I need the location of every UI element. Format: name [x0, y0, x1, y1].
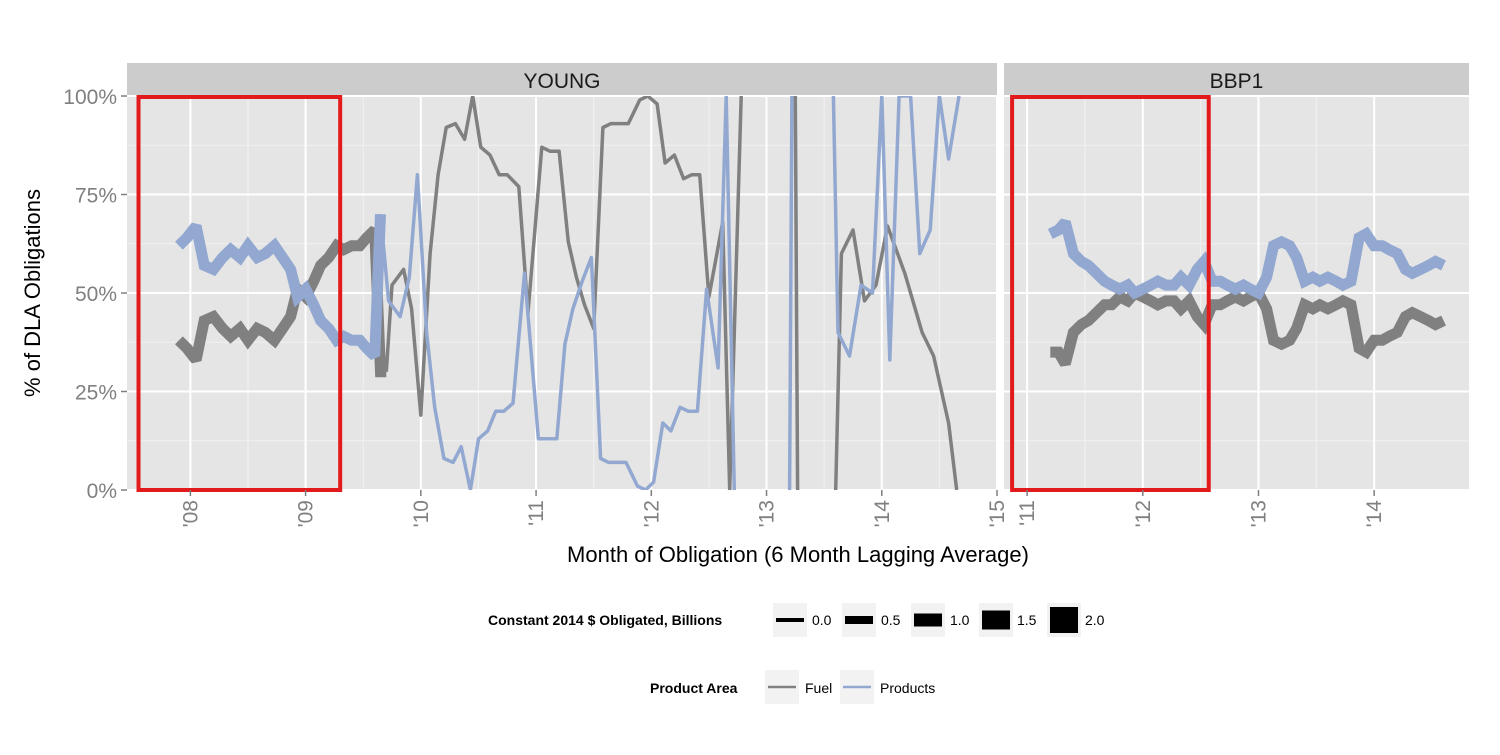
y-axis-title: % of DLA Obligations: [20, 189, 45, 397]
x-tick-label: '14: [1363, 500, 1386, 528]
x-tick-label: '13: [1247, 500, 1270, 527]
legend-size-label: 0.0: [812, 612, 832, 628]
y-tick-label: 100%: [63, 86, 117, 109]
series-fuel-line: [793, 96, 800, 490]
legend-size-label: 1.0: [950, 612, 970, 628]
series-products-line: [378, 96, 737, 490]
highlight-box: [1010, 95, 1211, 492]
legend-size: Constant 2014 $ Obligated, Billions 0.0 0.…: [488, 603, 1105, 637]
series-products-line: [787, 96, 794, 490]
x-tick-label: '12: [640, 500, 663, 527]
data-layer: [175, 96, 961, 490]
x-axis-title: Month of Obligation (6 Month Lagging Ave…: [567, 542, 1029, 567]
data-layer: [1047, 218, 1446, 367]
facet-strip: [127, 63, 997, 96]
x-tick-label: '11: [525, 500, 548, 526]
legend-color: Product Area Fuel Products: [650, 670, 935, 704]
legend-color-label: Products: [880, 680, 935, 696]
series-fuel-line: [833, 224, 959, 490]
legend-color-title: Product Area: [650, 680, 738, 696]
series-fuel-thick-line: [175, 226, 387, 378]
x-tick-label: '10: [410, 500, 433, 527]
series-fuel-line: [384, 96, 743, 490]
legend-color-label: Fuel: [805, 680, 832, 696]
series-products-thick-line: [1047, 218, 1446, 301]
x-tick-label: '14: [871, 500, 894, 528]
series-products-line: [831, 96, 961, 362]
legend-size-label: 0.5: [881, 612, 901, 628]
x-tick-label: '09: [295, 500, 318, 527]
y-tick-label: 0%: [87, 480, 117, 503]
y-tick-label: 25%: [75, 382, 117, 405]
facet-young: YOUNG '08 '09 '10 '11 '12 '13 '14 '15 0% 25% 50% 75%…: [63, 63, 1009, 527]
highlight-box: [136, 95, 343, 492]
y-tick-label: 50%: [75, 283, 117, 306]
facet-strip: [1004, 63, 1469, 96]
series-products-thick-line: [175, 213, 386, 360]
facet-bbp1: BBP1 '11 '12 '13 '14: [1004, 63, 1469, 527]
legend-size-label: 2.0: [1085, 612, 1105, 628]
y-tick-label: 75%: [75, 185, 117, 208]
legend-size-label: 1.5: [1017, 612, 1037, 628]
x-tick-label: '08: [179, 500, 202, 527]
facet-strip-label: BBP1: [1210, 70, 1264, 93]
legend-size-title: Constant 2014 $ Obligated, Billions: [488, 612, 722, 628]
x-tick-label: '15: [986, 500, 1009, 527]
x-tick-label: '11: [1016, 500, 1039, 526]
facet-strip-label: YOUNG: [523, 70, 600, 93]
x-tick-label: '12: [1132, 500, 1155, 527]
x-tick-label: '13: [756, 500, 779, 527]
series-fuel-thick-line: [1050, 285, 1446, 367]
